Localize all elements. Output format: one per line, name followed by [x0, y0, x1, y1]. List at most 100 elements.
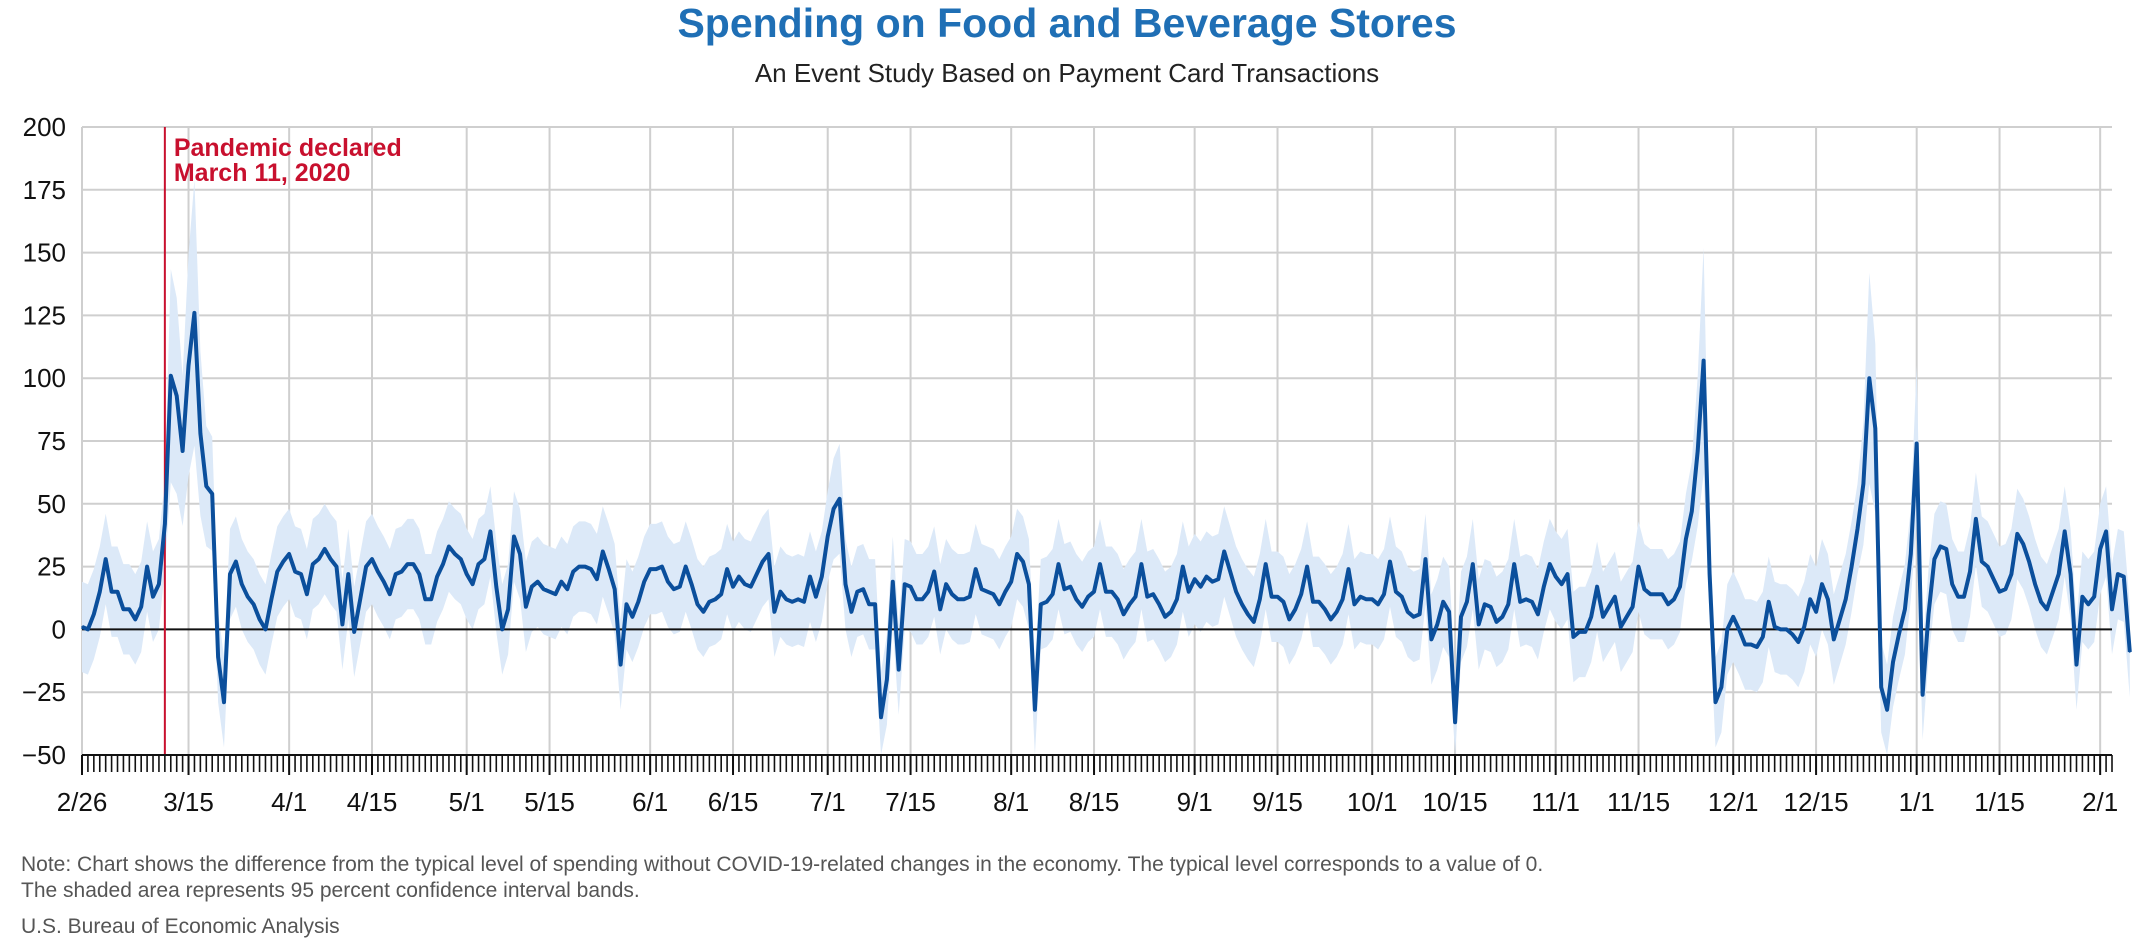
data-point — [968, 595, 971, 598]
data-point — [146, 565, 148, 568]
data-point — [1566, 573, 1569, 575]
data-point — [1519, 600, 1521, 603]
data-point — [1466, 600, 1468, 603]
data-point — [542, 588, 545, 591]
y-tick-label: 200 — [23, 112, 66, 142]
x-tick-label: 11/15 — [1607, 787, 1670, 817]
data-point — [229, 573, 231, 575]
data-point — [974, 568, 977, 570]
data-point — [187, 364, 190, 367]
data-point — [850, 611, 853, 613]
data-point — [1105, 590, 1107, 593]
data-point — [631, 616, 634, 618]
data-point — [1690, 510, 1693, 513]
y-tick-label: 150 — [23, 238, 66, 268]
data-point — [820, 575, 823, 578]
data-point — [1217, 578, 1220, 580]
data-point — [1235, 590, 1237, 593]
data-point — [1134, 595, 1137, 598]
data-point — [1643, 588, 1646, 591]
data-point — [2040, 600, 2042, 603]
data-point — [1596, 585, 1598, 588]
data-point — [104, 558, 107, 560]
data-point — [856, 590, 859, 593]
data-point — [702, 611, 705, 613]
data-point — [152, 595, 154, 598]
data-point — [1057, 563, 1060, 565]
data-point — [673, 588, 675, 591]
data-point — [1750, 643, 1752, 646]
data-point — [649, 568, 651, 570]
data-point — [1614, 595, 1616, 598]
data-point — [1430, 638, 1433, 641]
data-point — [2052, 590, 2054, 593]
data-point — [507, 608, 509, 611]
data-point — [1116, 598, 1119, 601]
data-point — [554, 593, 557, 596]
data-point — [868, 603, 870, 606]
data-point — [436, 575, 438, 578]
data-point — [359, 598, 361, 601]
data-point — [2069, 573, 2072, 575]
data-point — [1229, 570, 1231, 573]
data-point — [1495, 621, 1498, 623]
x-tick-label: 8/1 — [993, 787, 1029, 817]
data-point — [1957, 595, 1959, 598]
data-point — [1324, 608, 1326, 611]
data-point — [122, 608, 125, 611]
data-point — [424, 598, 427, 601]
data-point — [1460, 616, 1462, 618]
data-point — [625, 603, 628, 606]
x-tick-label: 12/1 — [1708, 787, 1759, 817]
data-point — [323, 548, 326, 550]
data-point — [744, 583, 746, 585]
data-point — [1146, 595, 1149, 598]
data-point — [1969, 570, 1971, 573]
data-point — [1270, 595, 1273, 598]
data-point — [1637, 565, 1640, 568]
data-point — [1927, 613, 1930, 616]
data-point — [1856, 528, 1859, 530]
data-point — [1400, 595, 1403, 598]
data-point — [1087, 595, 1089, 598]
data-point — [2010, 573, 2013, 575]
x-tick-label: 5/15 — [524, 787, 575, 817]
data-point — [1282, 600, 1285, 603]
data-point — [465, 573, 468, 575]
y-tick-label: 50 — [37, 489, 66, 519]
y-axis: −50 −25 0 25 50 75 100 125 150 175 200 — [22, 112, 66, 770]
y-tick-label: 25 — [37, 552, 66, 582]
data-point — [1377, 603, 1379, 606]
data-point — [844, 583, 847, 585]
data-point — [175, 394, 178, 397]
data-point — [1152, 593, 1155, 596]
data-point — [2046, 608, 2048, 611]
data-point — [1886, 708, 1888, 711]
data-point — [1483, 603, 1486, 606]
data-point — [1898, 633, 1900, 636]
x-tick-label: 2/1 — [2082, 787, 2118, 817]
data-point — [477, 563, 480, 565]
data-point — [2081, 595, 2084, 598]
data-point — [548, 590, 551, 593]
data-point — [1880, 686, 1882, 688]
source-credit: U.S. Bureau of Economic Analysis — [21, 915, 340, 938]
data-point — [1353, 603, 1356, 606]
data-point — [1862, 482, 1865, 485]
x-tick-label: 10/15 — [1423, 787, 1488, 817]
data-point — [134, 618, 137, 621]
data-point — [726, 568, 728, 570]
data-point — [341, 623, 344, 626]
data-point — [643, 580, 646, 583]
x-tick-label: 10/1 — [1347, 787, 1398, 817]
data-point — [1537, 613, 1539, 616]
data-point — [1525, 598, 1527, 601]
data-point — [2075, 663, 2078, 666]
data-point — [2093, 595, 2096, 598]
data-point — [1448, 611, 1450, 613]
data-point — [2105, 530, 2107, 533]
data-point — [471, 583, 474, 585]
data-point — [584, 565, 586, 568]
data-point — [193, 312, 196, 314]
data-point — [1951, 583, 1954, 585]
